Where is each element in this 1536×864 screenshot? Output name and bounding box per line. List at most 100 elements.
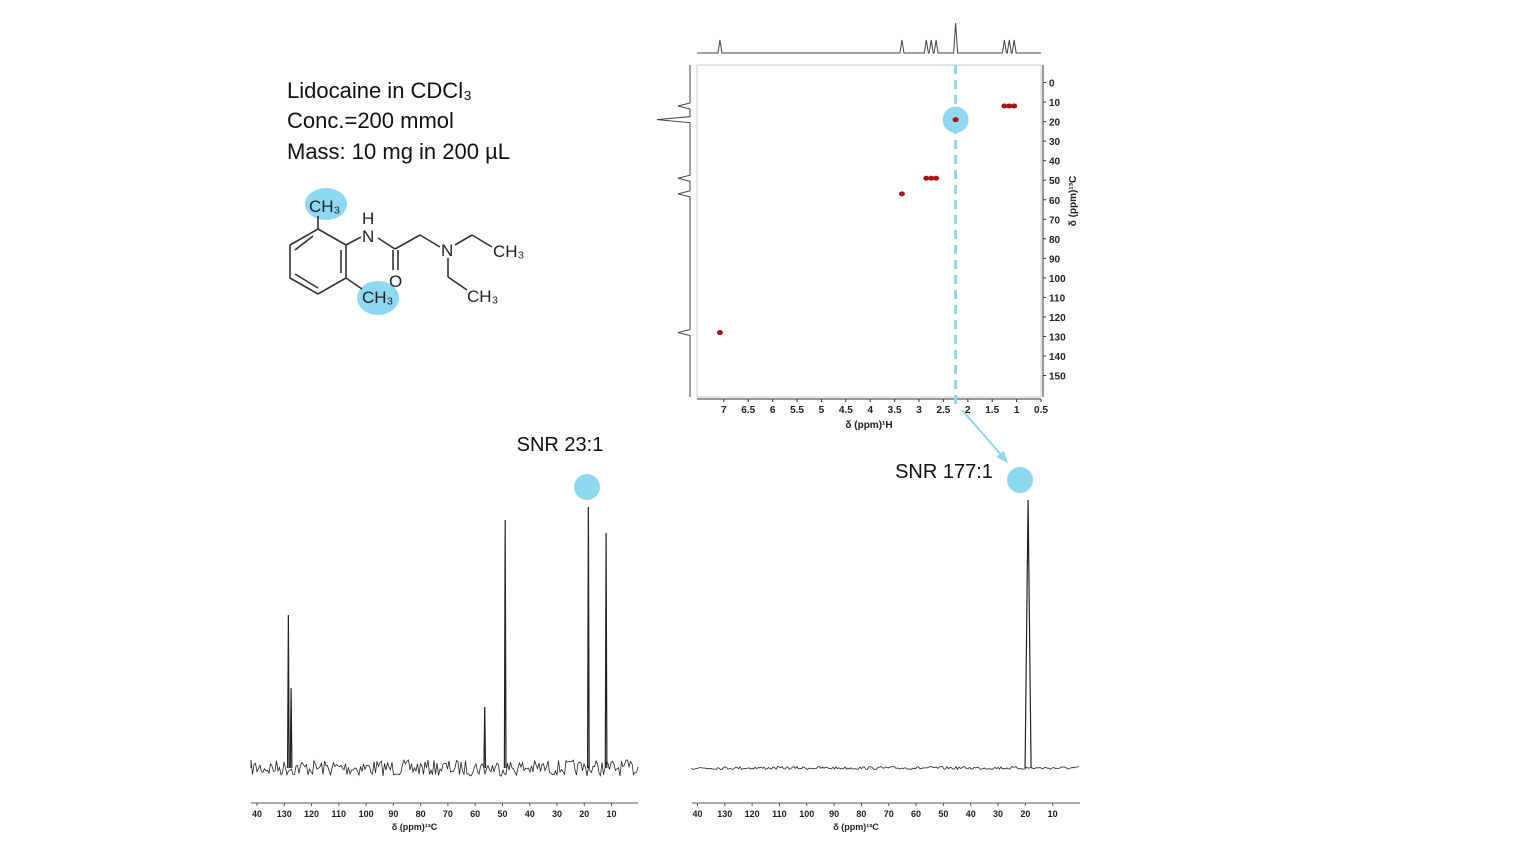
x-tick-label: 90 (388, 809, 398, 819)
arrow (961, 409, 1005, 459)
x-tick-label: 0.5 (1034, 405, 1048, 416)
x-tick-label: 7 (721, 405, 727, 416)
x-tick-label: 110 (772, 809, 787, 819)
x-tick-label: 40 (252, 809, 262, 819)
x-axis-label: δ (ppm)¹³C (833, 822, 879, 832)
y-tick-label: 30 (1049, 137, 1061, 148)
peak (586, 506, 590, 769)
atom: CH₃ (493, 242, 524, 261)
x-tick-label: 60 (470, 809, 480, 819)
x-tick-label: 3 (916, 405, 922, 416)
x-tick-label: 20 (579, 809, 589, 819)
x-tick-label: 5 (819, 405, 825, 416)
y-tick-label: 90 (1049, 254, 1061, 265)
arrow-head (996, 451, 1008, 463)
x-tick-label: 4.5 (839, 405, 853, 416)
bonds (289, 216, 493, 295)
x-tick-label: 110 (332, 809, 347, 819)
x-axis-label: δ (ppm)¹³C (392, 822, 438, 832)
x-axis-label: δ (ppm)¹H (845, 420, 892, 431)
y-axis-label: δ (ppm)¹³C (1068, 176, 1079, 227)
peak (604, 532, 608, 769)
x-tick-label: 1 (1014, 405, 1020, 416)
x-tick-label: 50 (497, 809, 507, 819)
x-tick-label: 2 (965, 405, 971, 416)
atom: N (362, 227, 374, 246)
snr-title: SNR 177:1 (895, 461, 993, 483)
highlight (574, 474, 600, 500)
y-tick-label: 150 (1049, 372, 1066, 383)
peak (289, 687, 293, 769)
peak (898, 191, 905, 197)
atom: H (362, 209, 374, 228)
y-tick-label: 40 (1049, 157, 1061, 168)
peak (1006, 103, 1013, 109)
y-tick-label: 130 (1049, 332, 1066, 343)
x-tick-label: 130 (717, 809, 732, 819)
x-tick-label: 40 (525, 809, 535, 819)
atom: CH₃ (309, 197, 340, 216)
x-tick-label: 120 (304, 809, 319, 819)
y-tick-label: 80 (1049, 235, 1061, 246)
peak (1011, 103, 1018, 109)
y-tick-label: 70 (1049, 215, 1061, 226)
x-tick-label: 30 (552, 809, 562, 819)
snr-title: SNR 23:1 (517, 434, 604, 456)
atom: CH₃ (467, 287, 498, 306)
x-tick-label: 130 (277, 809, 292, 819)
y-tick-label: 100 (1049, 274, 1066, 285)
molecule: CH₃ H N O N CH₃ CH₃ CH₃ (289, 188, 524, 315)
y-tick-label: 20 (1049, 118, 1061, 129)
x-tick-label: 4 (867, 405, 873, 416)
x-tick-label: 80 (416, 809, 426, 819)
peak (923, 175, 930, 181)
highlight (357, 281, 399, 315)
x-tick-label: 30 (993, 809, 1003, 819)
projection-13c (656, 65, 691, 397)
peak (1001, 103, 1008, 109)
plot-frame (696, 64, 1042, 398)
y-tick-label: 60 (1049, 196, 1061, 207)
projection-1h (697, 22, 1041, 54)
atom: N (441, 241, 453, 260)
mass-text: Mass: 10 mg in 200 µL (287, 139, 510, 164)
x-tick-label: 60 (911, 809, 921, 819)
highlight (1007, 467, 1033, 493)
x-tick-label: 120 (745, 809, 760, 819)
baseline-noise (691, 765, 1080, 771)
y-tick-label: 120 (1049, 313, 1066, 324)
peak (952, 117, 959, 123)
y-tick-label: 110 (1049, 293, 1066, 304)
x-tick-label: 6 (770, 405, 776, 416)
x-tick-label: 80 (856, 809, 866, 819)
x-tick-label: 100 (799, 809, 814, 819)
x-tick-label: 100 (359, 809, 374, 819)
peak (286, 614, 290, 769)
y-tick-label: 0 (1049, 79, 1055, 90)
peak (933, 175, 940, 181)
y-tick-label: 140 (1049, 352, 1066, 363)
x-tick-label: 10 (1048, 809, 1058, 819)
x-tick-label: 20 (1020, 809, 1030, 819)
x-tick-label: 40 (966, 809, 976, 819)
x-tick-label: 6.5 (741, 405, 755, 416)
x-tick-label: 3.5 (888, 405, 902, 416)
peak (716, 330, 723, 336)
baseline-noise (250, 759, 639, 777)
x-tick-label: 10 (607, 809, 617, 819)
conc-text: Conc.=200 mmol (287, 108, 454, 133)
x-tick-label: 50 (938, 809, 948, 819)
y-tick-label: 10 (1049, 98, 1061, 109)
atom: O (389, 272, 402, 291)
x-tick-label: 70 (443, 809, 453, 819)
atom: CH₃ (362, 288, 393, 307)
x-tick-label: 90 (829, 809, 839, 819)
x-tick-label: 40 (692, 809, 702, 819)
peak (928, 175, 935, 181)
x-tick-label: 1.5 (985, 405, 999, 416)
peak (483, 706, 487, 769)
sample-text: Lidocaine in CDCl₃ (287, 78, 472, 103)
peak (503, 519, 507, 769)
x-tick-label: 70 (884, 809, 894, 819)
